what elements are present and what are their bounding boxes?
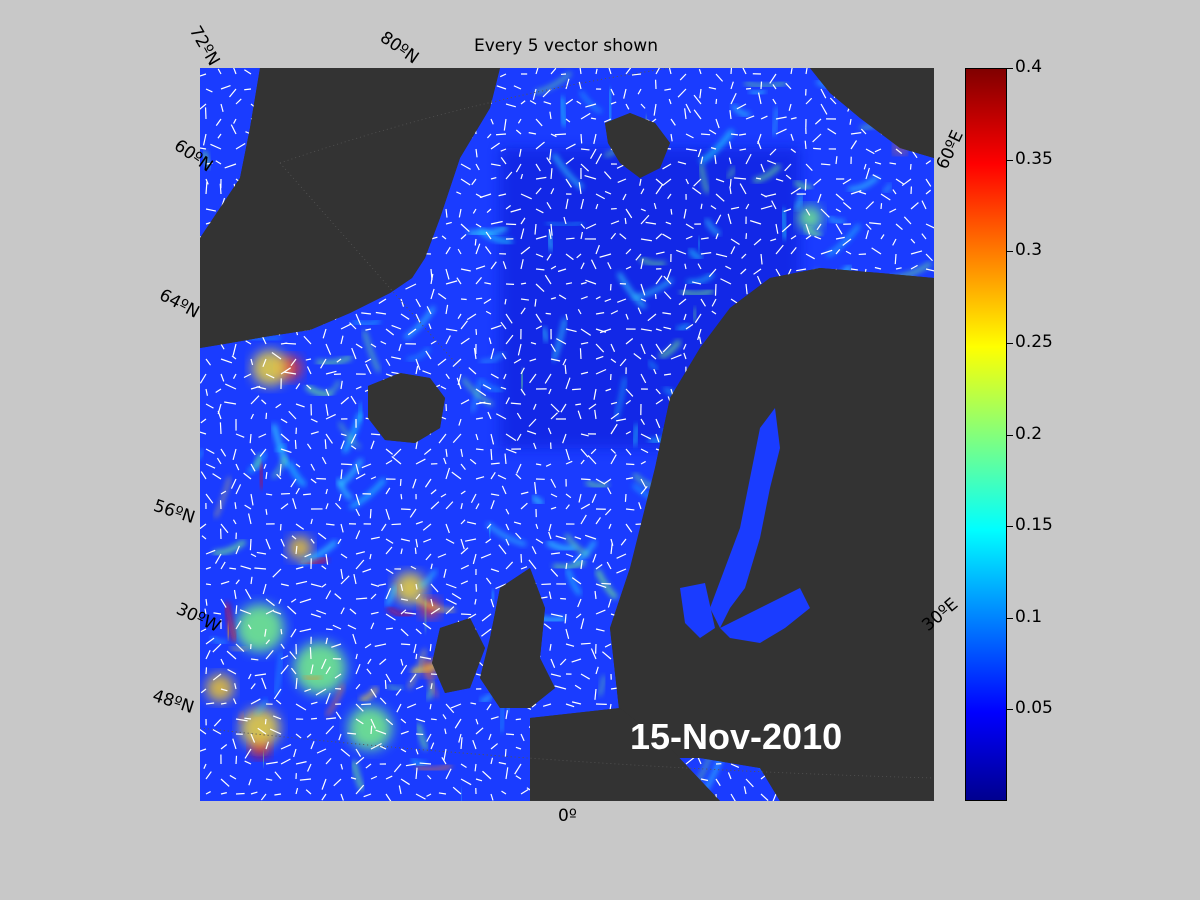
colorbar-tick	[1007, 251, 1013, 253]
europe-south	[530, 708, 720, 801]
colorbar-tick	[1007, 709, 1013, 711]
colorbar-tick	[1007, 434, 1013, 436]
colorbar-tick	[1007, 342, 1013, 344]
lon-label-60e: 60ºE	[932, 127, 968, 173]
colorbar-tick-label: 0.3	[1015, 240, 1043, 261]
colorbar-tick-label: 0.4	[1015, 57, 1043, 77]
lat-label-56n: 56ºN	[150, 495, 198, 529]
svalbard	[605, 113, 670, 178]
graticule-overlay	[200, 68, 934, 779]
lat-label-64n: 64ºN	[155, 285, 203, 323]
colorbar-tick-label: 0.1	[1015, 606, 1043, 627]
map-svg	[200, 68, 934, 801]
colorbar-tick	[1007, 68, 1013, 69]
novaya-zemlya	[810, 68, 934, 158]
lat-label-48n: 48ºN	[149, 685, 197, 719]
british-isles	[480, 568, 555, 708]
ireland	[432, 618, 485, 693]
colorbar-tick-label: 0.35	[1015, 148, 1053, 169]
colorbar-tick-label: 0.05	[1015, 698, 1053, 719]
colorbar-tick-label: 0.15	[1015, 515, 1053, 536]
iceland	[368, 373, 445, 443]
colorbar-tick-label: 0.25	[1015, 331, 1053, 352]
colorbar-tick	[1007, 159, 1013, 161]
colorbar	[965, 68, 1007, 801]
land-masses-overlay	[200, 68, 934, 801]
colorbar-tick	[1007, 526, 1013, 528]
plot-title: Every 5 vector shown	[474, 36, 658, 56]
lat-label-80n: 80ºN	[376, 27, 423, 69]
lon-label-0: 0º	[558, 806, 577, 826]
date-label: 15-Nov-2010	[630, 716, 843, 757]
scandinavia	[610, 268, 934, 801]
greenland	[200, 68, 500, 348]
colorbar-tick-label: 0.2	[1015, 423, 1043, 444]
colorbar-tick	[1007, 617, 1013, 619]
ocean-current-map	[200, 68, 934, 801]
baltic-sea-overlay	[680, 408, 810, 643]
